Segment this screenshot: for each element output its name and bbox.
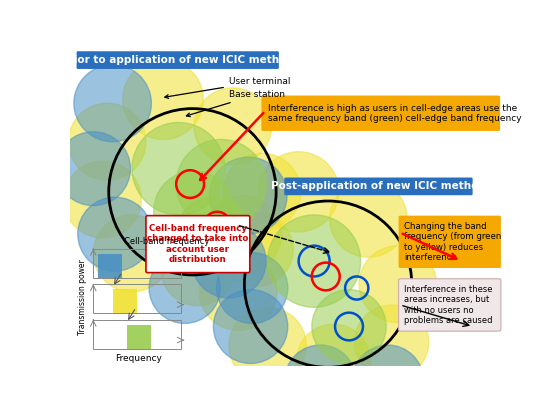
Text: Cell-band frequency: Cell-band frequency	[124, 237, 209, 246]
Text: Prior to application of new ICIC method: Prior to application of new ICIC method	[61, 55, 294, 65]
FancyBboxPatch shape	[262, 95, 500, 131]
FancyBboxPatch shape	[399, 279, 501, 331]
Circle shape	[68, 103, 146, 180]
Circle shape	[217, 253, 288, 323]
Circle shape	[176, 139, 266, 229]
Circle shape	[132, 122, 225, 215]
Circle shape	[94, 215, 171, 292]
FancyBboxPatch shape	[146, 216, 250, 272]
Text: Base station: Base station	[186, 90, 285, 117]
Circle shape	[149, 253, 220, 323]
Circle shape	[204, 196, 282, 272]
Circle shape	[223, 153, 301, 230]
Text: Changing the band
frequency (from green
to yellow) reduces
interference: Changing the band frequency (from green …	[404, 222, 501, 262]
Circle shape	[64, 161, 141, 238]
Circle shape	[56, 132, 130, 206]
Circle shape	[78, 197, 152, 271]
Bar	[113, 289, 137, 314]
Text: Interference in these
areas increases, but
with no users no
problems are caused: Interference in these areas increases, b…	[404, 285, 493, 325]
Bar	[94, 284, 181, 314]
Circle shape	[229, 307, 306, 384]
Circle shape	[359, 246, 437, 323]
FancyBboxPatch shape	[77, 51, 279, 69]
FancyBboxPatch shape	[284, 178, 473, 195]
Text: Transmission power: Transmission power	[78, 259, 87, 335]
Circle shape	[354, 305, 429, 379]
Circle shape	[284, 345, 356, 411]
Text: Cell-band frequency
changed to take into
account user
distribution: Cell-band frequency changed to take into…	[147, 224, 249, 264]
Circle shape	[330, 180, 407, 257]
Circle shape	[219, 212, 293, 286]
Circle shape	[161, 232, 235, 306]
Circle shape	[352, 345, 423, 411]
Text: Post-application of new ICIC method: Post-application of new ICIC method	[271, 181, 486, 192]
Circle shape	[213, 290, 288, 363]
Circle shape	[209, 157, 287, 234]
Text: User terminal: User terminal	[165, 77, 291, 98]
Circle shape	[192, 224, 266, 298]
Circle shape	[199, 253, 277, 330]
Circle shape	[74, 65, 151, 142]
Bar	[94, 320, 181, 349]
Circle shape	[176, 197, 250, 271]
FancyBboxPatch shape	[399, 216, 501, 268]
Circle shape	[296, 324, 371, 398]
Text: Frequency: Frequency	[115, 353, 162, 363]
Circle shape	[258, 152, 339, 232]
Circle shape	[312, 290, 386, 363]
Circle shape	[194, 88, 272, 165]
Circle shape	[123, 59, 203, 139]
Bar	[94, 249, 181, 278]
Circle shape	[268, 215, 361, 307]
Bar	[127, 325, 151, 349]
Text: Interference is high as users in cell-edge areas use the
same frequency band (gr: Interference is high as users in cell-ed…	[268, 104, 521, 123]
Bar	[97, 254, 122, 278]
Circle shape	[153, 171, 234, 251]
